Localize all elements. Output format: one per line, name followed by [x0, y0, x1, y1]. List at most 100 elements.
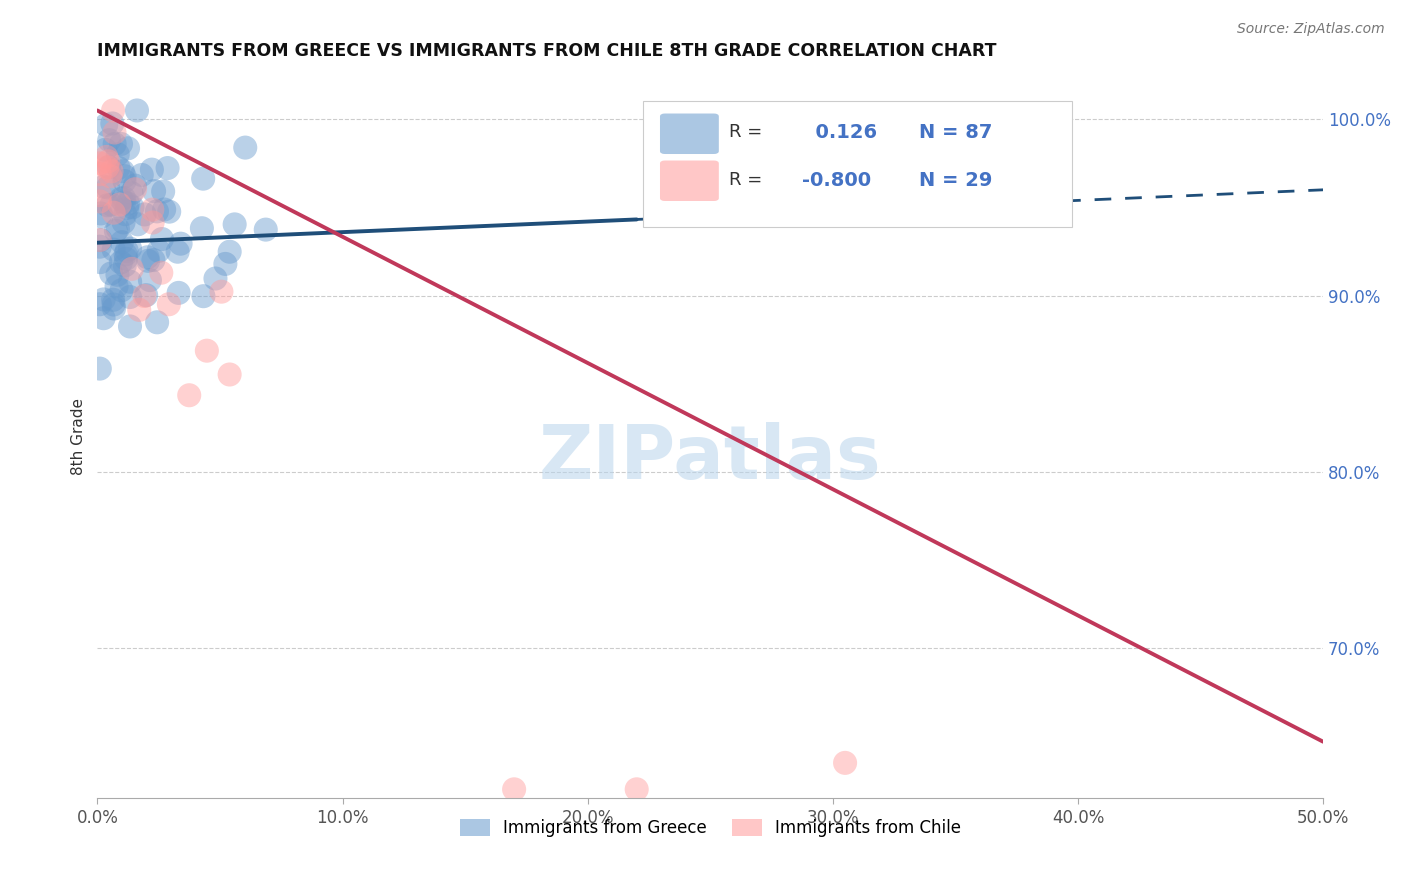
Point — [115, 252, 138, 266]
Y-axis label: 8th Grade: 8th Grade — [72, 398, 86, 475]
Point — [110, 136, 132, 151]
Point — [142, 253, 165, 268]
Point — [111, 164, 134, 178]
Point — [104, 224, 127, 238]
Point — [103, 205, 125, 219]
Text: -0.800: -0.800 — [803, 170, 872, 189]
FancyBboxPatch shape — [659, 161, 718, 201]
Point — [204, 271, 226, 285]
Point — [105, 279, 128, 293]
Point — [107, 221, 129, 235]
Point — [254, 222, 277, 236]
Point — [115, 201, 138, 215]
Point — [103, 297, 125, 311]
Point — [110, 283, 132, 297]
Point — [193, 171, 215, 186]
Point — [89, 233, 111, 247]
Point — [118, 242, 141, 256]
Point — [100, 169, 122, 184]
Point — [114, 259, 136, 273]
Point — [111, 235, 134, 249]
Point — [134, 289, 156, 303]
Point — [114, 169, 136, 183]
Point — [90, 210, 112, 224]
Point — [93, 293, 115, 307]
Legend: Immigrants from Greece, Immigrants from Chile: Immigrants from Greece, Immigrants from … — [453, 813, 967, 844]
Point — [124, 182, 146, 196]
Point — [153, 202, 176, 217]
Point — [90, 233, 112, 247]
Point — [214, 257, 236, 271]
Point — [107, 147, 129, 161]
Point — [96, 161, 118, 175]
Point — [89, 156, 111, 170]
Text: N = 29: N = 29 — [918, 170, 993, 189]
Point — [89, 167, 111, 181]
Point — [118, 319, 141, 334]
Point — [93, 311, 115, 326]
Point — [101, 103, 124, 118]
Point — [103, 126, 125, 140]
Point — [94, 143, 117, 157]
Point — [89, 255, 111, 269]
Point — [89, 194, 111, 209]
Point — [136, 250, 159, 264]
Point — [142, 215, 165, 229]
Point — [167, 285, 190, 300]
Point — [100, 197, 122, 211]
Text: IMMIGRANTS FROM GREECE VS IMMIGRANTS FROM CHILE 8TH GRADE CORRELATION CHART: IMMIGRANTS FROM GREECE VS IMMIGRANTS FRO… — [97, 42, 997, 60]
Point — [112, 195, 135, 210]
Point — [96, 150, 118, 164]
Point — [96, 198, 118, 212]
Point — [107, 161, 129, 175]
Point — [100, 267, 122, 281]
Point — [120, 275, 142, 289]
Point — [97, 154, 120, 169]
Point — [146, 204, 169, 219]
Point — [110, 192, 132, 206]
FancyBboxPatch shape — [659, 113, 718, 154]
Point — [97, 160, 120, 174]
FancyBboxPatch shape — [643, 101, 1071, 227]
Point — [152, 185, 174, 199]
Point — [626, 782, 648, 797]
Point — [108, 197, 131, 211]
Point — [128, 302, 150, 317]
Point — [93, 179, 115, 194]
Point — [503, 782, 526, 797]
Point — [157, 204, 180, 219]
Point — [195, 343, 218, 358]
Text: Source: ZipAtlas.com: Source: ZipAtlas.com — [1237, 22, 1385, 37]
Point — [209, 285, 232, 299]
Point — [117, 196, 139, 211]
Point — [218, 368, 240, 382]
Point — [143, 184, 166, 198]
Point — [150, 232, 173, 246]
Point — [131, 168, 153, 182]
Point — [98, 133, 121, 147]
Point — [101, 116, 124, 130]
Point — [179, 388, 201, 402]
Text: N = 87: N = 87 — [918, 123, 993, 142]
Point — [112, 215, 135, 229]
Point — [233, 140, 256, 154]
Point — [169, 236, 191, 251]
Point — [114, 174, 136, 188]
Point — [97, 180, 120, 194]
Point — [121, 186, 143, 201]
Point — [134, 207, 156, 221]
Point — [141, 162, 163, 177]
Point — [101, 293, 124, 307]
Point — [100, 164, 122, 178]
Point — [191, 221, 214, 235]
Point — [124, 178, 146, 193]
Point — [127, 217, 149, 231]
Point — [136, 253, 159, 268]
Point — [218, 244, 240, 259]
Point — [104, 136, 127, 151]
Point — [121, 200, 143, 214]
Text: R =: R = — [728, 123, 762, 141]
Point — [107, 268, 129, 282]
Point — [89, 297, 111, 311]
Point — [115, 244, 138, 258]
